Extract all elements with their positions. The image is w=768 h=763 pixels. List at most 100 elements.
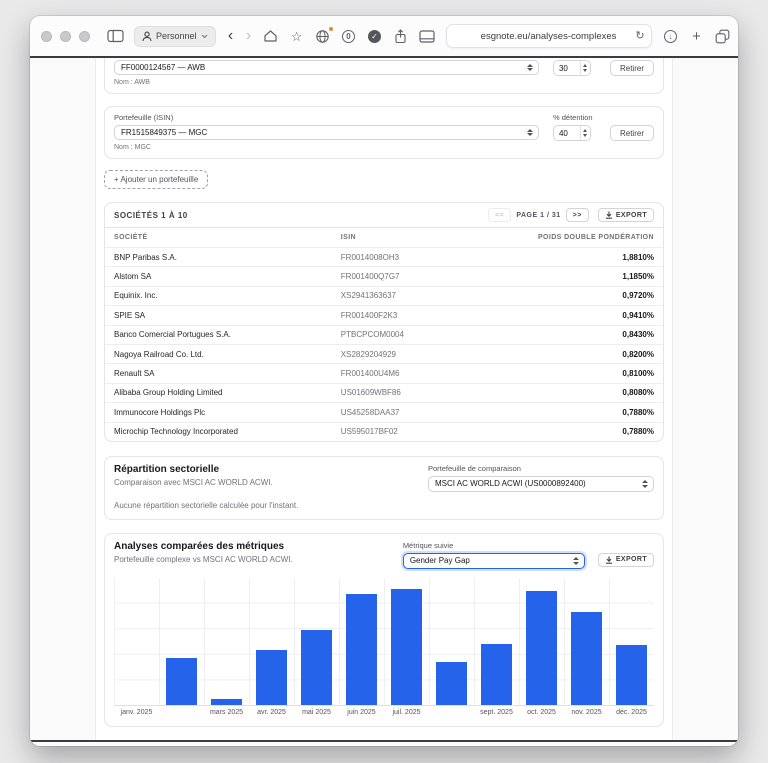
chart-x-labels: janv. 2025 mars 2025 avr. 2025 mai 2025 juin… (114, 709, 654, 716)
chart-x-label: juil. 2025 (392, 708, 421, 716)
check-badge-icon: ✓ (368, 29, 382, 43)
back-button[interactable]: ‹ (227, 27, 234, 44)
table-row[interactable]: Banco Comercial Portugues S.A. PTBCPCOM0… (105, 324, 663, 344)
forward-button[interactable]: › (245, 27, 252, 44)
table-row[interactable]: Alibaba Group Holding Limited US01609WBF… (105, 382, 663, 402)
companies-card: SOCIÉTÉS 1 À 10 << PAGE 1 / 31 >> EXPORT (104, 202, 664, 442)
company-cell: Immunocore Holdings Plc (114, 407, 206, 417)
window-layout-icon (418, 29, 435, 43)
toolbar-right-cluster: ↓ + (658, 25, 736, 47)
metric-label: Métrique suivie (402, 540, 454, 550)
main-column: Portefeuille (ISIN) FF0000124567 — AWB N… (95, 58, 673, 740)
downloads-button[interactable]: ↓ (660, 25, 682, 47)
share-icon (395, 28, 406, 43)
profile-menu[interactable]: Personnel (134, 25, 216, 47)
browser-window: Personnel ‹ › ☆ 0 ✓ (30, 16, 738, 746)
pct-stepper[interactable] (579, 61, 590, 75)
company-cell: Renault SA (114, 369, 155, 379)
col-header-weight: POIDS DOUBLE PONDÉRATION (537, 234, 654, 241)
metric-select-value: Gender Pay Gap (409, 556, 470, 566)
zoom-window-button[interactable] (79, 30, 90, 42)
select-stepper-icon (526, 63, 533, 72)
tab-overview-button[interactable] (712, 25, 734, 47)
bookmark-button[interactable]: ☆ (286, 25, 308, 47)
remove-portfolio-button[interactable]: Retirer (609, 125, 654, 141)
reload-icon[interactable]: ↻ (635, 29, 645, 42)
profile-label: Personnel (156, 31, 197, 41)
table-row[interactable]: SPIE SA FR001400F2K3 0,9410% (105, 305, 663, 324)
globe-icon (316, 29, 329, 43)
sidebar-toggle-button[interactable] (104, 25, 126, 47)
company-cell: SPIE SA (114, 310, 146, 320)
sector-subtitle: Comparaison avec MSCI AC WORLD ACWI. (114, 477, 273, 487)
chart-bar (300, 629, 333, 705)
download-icon (605, 211, 612, 219)
portfolio-card: Portefeuille (ISIN) FF0000124567 — AWB N… (104, 58, 664, 94)
chart-bar-slot (384, 578, 429, 705)
metrics-bar-chart: janv. 2025 mars 2025 avr. 2025 mai 2025 juin… (114, 577, 654, 716)
chart-bar-slot (609, 578, 654, 705)
table-row[interactable]: Microchip Technology Incorporated US5950… (105, 421, 663, 441)
portfolio-select[interactable]: FR1515849375 — MGC (114, 125, 539, 140)
add-portfolio-button[interactable]: + Ajouter un portefeuille (104, 170, 209, 189)
company-cell: Alibaba Group Holding Limited (114, 388, 223, 398)
chart-bar (615, 645, 648, 705)
metrics-subtitle: Portefeuille complexe vs MSCI AC WORLD A… (114, 554, 293, 564)
company-cell: Equinix. Inc. (114, 291, 158, 301)
person-icon (142, 31, 152, 41)
pct-input[interactable]: 30 (552, 60, 591, 76)
remove-portfolio-button[interactable]: Retirer (609, 60, 654, 76)
chart-bar-slot (159, 578, 204, 705)
pct-label: % détention (552, 113, 593, 122)
chart-x-label: déc. 2025 (616, 708, 647, 716)
chart-x-label: janv. 2025 (120, 708, 153, 716)
table-row[interactable]: Renault SA FR001400U4M6 0,8100% (105, 363, 663, 382)
table-row[interactable]: Equinix. Inc. XS2941363637 0,9720% (105, 285, 663, 305)
next-page-button[interactable]: >> (565, 208, 589, 222)
share-button[interactable] (390, 25, 412, 47)
window-controls (41, 30, 90, 42)
prev-page-button[interactable]: << (488, 208, 512, 222)
select-stepper-icon (526, 128, 533, 137)
metrics-export-button[interactable]: EXPORT (597, 552, 654, 567)
isin-cell: FR0014008OH3 (340, 252, 400, 262)
new-tab-button[interactable]: + (686, 25, 708, 47)
close-window-button[interactable] (41, 30, 52, 42)
export-button[interactable]: EXPORT (597, 208, 654, 222)
metric-select[interactable]: Gender Pay Gap (402, 552, 585, 569)
pct-input[interactable]: 40 (552, 125, 591, 141)
url-field[interactable]: esgnote.eu/analyses-complexes ↻ (445, 24, 652, 48)
sector-title: Répartition sectorielle (114, 463, 220, 475)
content-blocker-button[interactable]: 0 (338, 25, 360, 47)
minimize-window-button[interactable] (60, 30, 71, 42)
privacy-report-button[interactable] (312, 25, 334, 47)
plus-icon: + (692, 27, 701, 45)
comparison-select[interactable]: MSCI AC WORLD ACWI (US0000892400) (428, 475, 654, 492)
metrics-card: Analyses comparées des métriques Portefe… (104, 532, 664, 727)
table-row[interactable]: BNP Paribas S.A. FR0014008OH3 1,8810% (105, 247, 663, 266)
pct-stepper[interactable] (579, 126, 590, 140)
chart-bar (165, 657, 198, 705)
weight-cell: 0,8430% (622, 330, 654, 340)
portfolio-select[interactable]: FF0000124567 — AWB (114, 60, 539, 75)
chart-bar-slot (294, 578, 339, 705)
chart-plot (114, 577, 654, 706)
chart-bar-slot (429, 578, 474, 705)
portfolio-select-value: FF0000124567 — AWB (121, 63, 206, 72)
isin-cell: PTBCPCOM0004 (340, 330, 404, 340)
isin-cell: US595017BF02 (340, 427, 398, 437)
weight-cell: 0,7880% (622, 407, 654, 417)
isin-cell: US45258DAA37 (340, 407, 400, 417)
portfolio-field-label: Portefeuille (ISIN) (114, 113, 174, 122)
page-settings-button[interactable] (416, 25, 438, 47)
chart-bar-slot (474, 578, 519, 705)
isin-cell: US01609WBF86 (340, 388, 401, 398)
table-row[interactable]: Alstom SA FR001400Q7G7 1,1850% (105, 266, 663, 285)
home-button[interactable] (260, 25, 282, 47)
security-status-button[interactable]: ✓ (364, 25, 386, 47)
sector-empty-message: Aucune répartition sectorielle calculée … (114, 500, 299, 510)
isin-cell: FR001400Q7G7 (340, 272, 400, 282)
isin-cell: XS2829204929 (340, 349, 396, 359)
table-row[interactable]: Nagoya Railroad Co. Ltd. XS2829204929 0,… (105, 343, 663, 363)
table-row[interactable]: Immunocore Holdings Plc US45258DAA37 0,7… (105, 402, 663, 421)
